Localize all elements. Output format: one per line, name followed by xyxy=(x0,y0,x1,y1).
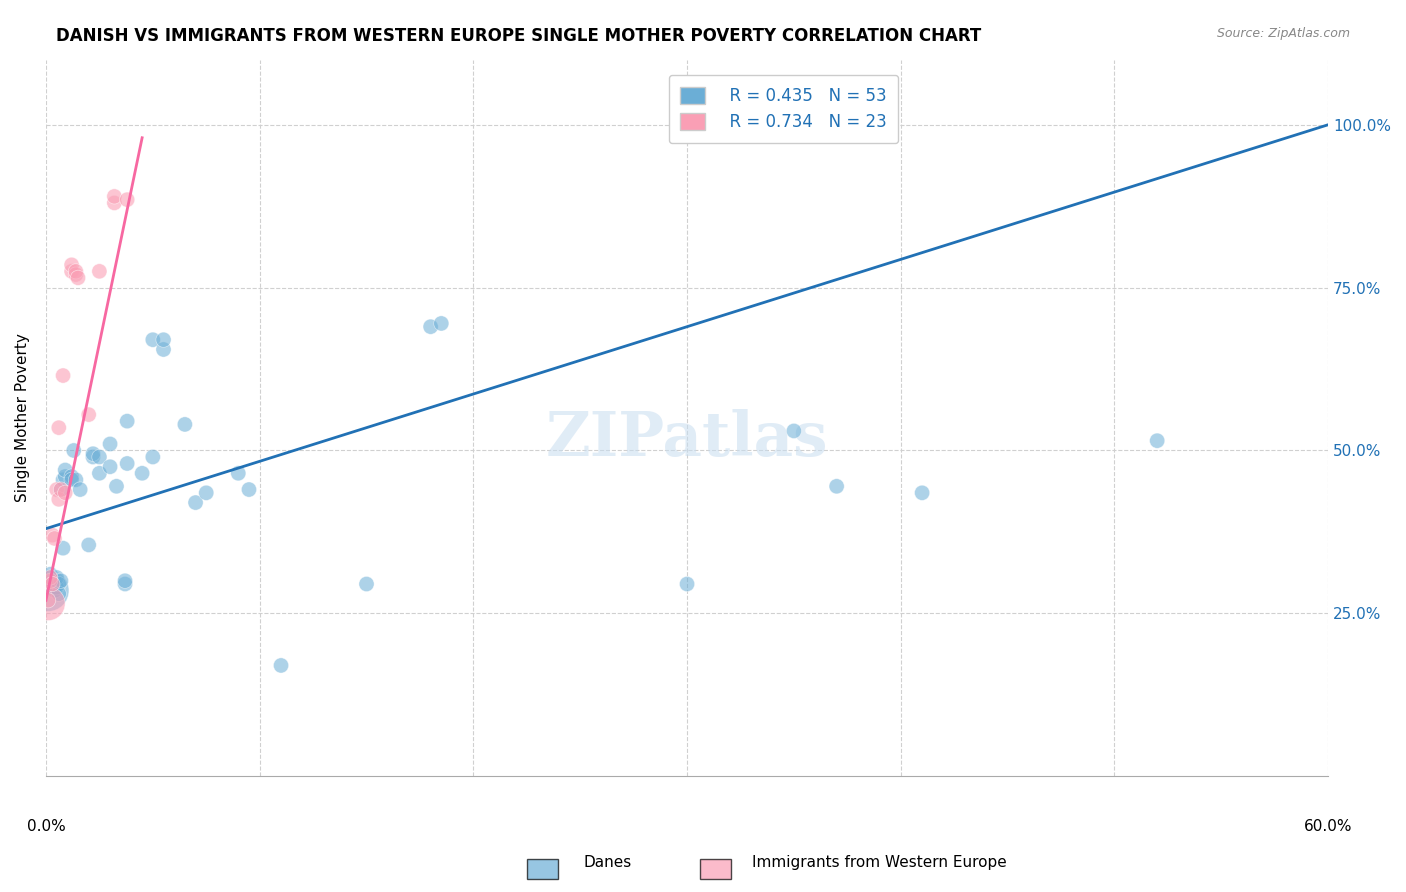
Point xyxy=(65,473,87,487)
Point xyxy=(184,495,207,509)
Point xyxy=(115,457,138,471)
Point xyxy=(152,343,174,357)
Point xyxy=(105,479,128,493)
Point xyxy=(39,580,62,594)
Point xyxy=(65,268,87,282)
Point xyxy=(103,189,125,203)
Point xyxy=(65,264,87,278)
Point xyxy=(44,583,66,598)
Point xyxy=(45,570,67,584)
Point xyxy=(41,577,63,591)
Point xyxy=(238,483,260,497)
Text: DANISH VS IMMIGRANTS FROM WESTERN EUROPE SINGLE MOTHER POVERTY CORRELATION CHART: DANISH VS IMMIGRANTS FROM WESTERN EUROPE… xyxy=(56,27,981,45)
Point xyxy=(825,479,848,493)
Point xyxy=(77,538,100,552)
Point xyxy=(69,483,91,497)
Point xyxy=(114,577,136,591)
Point xyxy=(60,469,83,483)
Point xyxy=(52,541,75,556)
Point xyxy=(53,469,76,483)
Point xyxy=(131,467,153,481)
Point xyxy=(419,319,441,334)
Point xyxy=(430,317,453,331)
Point xyxy=(48,420,70,434)
Point xyxy=(60,473,83,487)
Point xyxy=(60,258,83,272)
Point xyxy=(44,532,66,546)
Point xyxy=(115,414,138,428)
Point xyxy=(41,577,63,591)
Legend:   R = 0.435   N = 53,   R = 0.734   N = 23: R = 0.435 N = 53, R = 0.734 N = 23 xyxy=(668,75,898,143)
Point xyxy=(82,450,104,464)
Point xyxy=(103,195,125,210)
Point xyxy=(45,483,67,497)
Point xyxy=(89,264,111,278)
Point xyxy=(45,580,67,594)
Point xyxy=(911,485,934,500)
Point xyxy=(48,577,70,591)
Point xyxy=(115,193,138,207)
Point xyxy=(1146,434,1168,448)
Point xyxy=(66,270,89,285)
Point xyxy=(49,483,72,497)
Point xyxy=(49,483,72,497)
Point xyxy=(53,463,76,477)
Point xyxy=(52,473,75,487)
Point xyxy=(270,658,292,673)
Point xyxy=(356,577,378,591)
Text: ZIPatlas: ZIPatlas xyxy=(546,409,828,469)
Point xyxy=(37,593,59,607)
Text: Immigrants from Western Europe: Immigrants from Western Europe xyxy=(752,855,1007,870)
Point xyxy=(226,467,249,481)
Point xyxy=(39,574,62,588)
Y-axis label: Single Mother Poverty: Single Mother Poverty xyxy=(15,334,30,502)
Point xyxy=(49,574,72,588)
Point xyxy=(77,408,100,422)
Point xyxy=(39,567,62,582)
Point xyxy=(152,333,174,347)
Text: Source: ZipAtlas.com: Source: ZipAtlas.com xyxy=(1216,27,1350,40)
Point xyxy=(41,528,63,542)
Point xyxy=(52,368,75,383)
Point xyxy=(41,574,63,588)
Text: 60.0%: 60.0% xyxy=(1303,819,1353,834)
Point xyxy=(783,424,806,438)
Text: 0.0%: 0.0% xyxy=(27,819,65,834)
Point xyxy=(48,587,70,601)
Text: Danes: Danes xyxy=(583,855,631,870)
Point xyxy=(39,570,62,584)
Point xyxy=(53,485,76,500)
Point xyxy=(142,450,165,464)
Point xyxy=(44,574,66,588)
Point xyxy=(62,443,84,458)
Point xyxy=(173,417,195,432)
Point xyxy=(60,264,83,278)
Point xyxy=(195,485,218,500)
Point xyxy=(676,577,699,591)
Point xyxy=(37,583,59,598)
Point xyxy=(37,597,59,611)
Point xyxy=(98,437,121,451)
Point xyxy=(98,459,121,474)
Point xyxy=(89,467,111,481)
Point xyxy=(82,447,104,461)
Point xyxy=(142,333,165,347)
Point xyxy=(114,574,136,588)
Point xyxy=(89,450,111,464)
Point xyxy=(48,492,70,507)
